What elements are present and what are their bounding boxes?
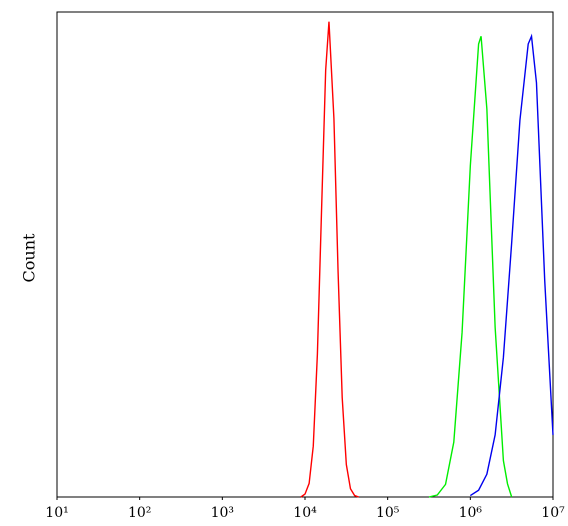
x-tick-label: 10⁶: [459, 505, 483, 521]
x-tick-label: 10²: [128, 505, 151, 521]
histogram-line: [300, 21, 359, 498]
histogram-line: [469, 33, 554, 497]
x-tick-label: 10⁴: [293, 505, 317, 521]
x-tick-label: 10⁷: [541, 505, 565, 521]
x-tick-label: 10¹: [45, 505, 68, 521]
plot-frame: [56, 11, 554, 498]
y-axis-label: Count: [20, 233, 39, 282]
x-tick-label: 10³: [211, 505, 234, 521]
histogram-line: [428, 36, 513, 498]
x-tick-label: 10⁵: [376, 505, 400, 521]
